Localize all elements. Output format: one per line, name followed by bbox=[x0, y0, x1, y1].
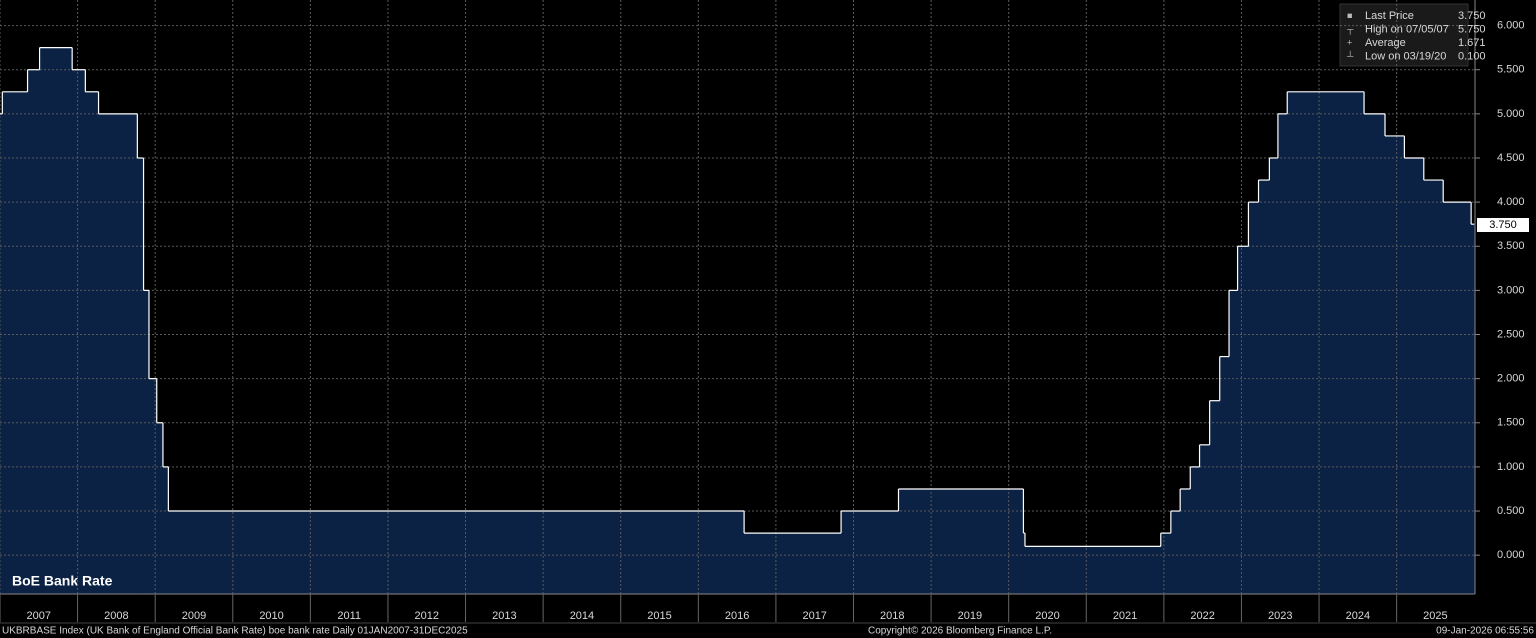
area-step bbox=[156, 422, 164, 594]
area-step bbox=[143, 290, 150, 594]
area-step bbox=[1287, 91, 1365, 594]
area-step bbox=[1023, 533, 1026, 594]
x-tick-label: 2015 bbox=[647, 610, 671, 622]
area-step bbox=[1269, 157, 1279, 595]
last-price-label: 3.750 bbox=[1489, 219, 1517, 231]
legend-value: 0.100 bbox=[1458, 50, 1486, 62]
area-step bbox=[137, 157, 145, 595]
area-step bbox=[1404, 157, 1425, 595]
y-tick-label: 6.000 bbox=[1497, 20, 1525, 32]
chart-title: BoE Bank Rate bbox=[12, 573, 113, 589]
area-step bbox=[1190, 466, 1201, 594]
area-step bbox=[1199, 444, 1211, 594]
legend-symbol: ┴ bbox=[1346, 50, 1354, 61]
x-tick-label: 2025 bbox=[1423, 610, 1447, 622]
legend-box bbox=[1339, 3, 1469, 67]
area-step bbox=[148, 378, 158, 594]
plot-area bbox=[0, 47, 1475, 595]
area-step bbox=[1248, 202, 1260, 594]
y-tick-label: 2.500 bbox=[1497, 328, 1525, 340]
x-tick-label: 2023 bbox=[1268, 610, 1292, 622]
y-tick-label: 0.500 bbox=[1497, 505, 1525, 517]
x-tick-label: 2016 bbox=[725, 610, 749, 622]
x-tick-label: 2008 bbox=[104, 610, 128, 622]
area-step bbox=[1471, 224, 1475, 594]
area-step bbox=[1180, 488, 1191, 594]
legend-symbol: ■ bbox=[1347, 10, 1352, 20]
area-step bbox=[1443, 202, 1472, 594]
area-step bbox=[39, 47, 73, 595]
footer-timestamp: 09-Jan-2026 06:55:56 bbox=[1436, 626, 1534, 637]
x-tick-label: 2007 bbox=[27, 610, 51, 622]
x-tick-label: 2011 bbox=[337, 610, 361, 622]
area-step bbox=[1024, 546, 1162, 594]
last-price-tag bbox=[1477, 218, 1529, 232]
x-tick-label: 2010 bbox=[259, 610, 283, 622]
area-step bbox=[98, 113, 138, 594]
legend-value: 3.750 bbox=[1458, 10, 1486, 22]
area-step bbox=[1237, 246, 1250, 594]
footer-copyright: Copyright© 2026 Bloomberg Finance L.P. bbox=[868, 626, 1052, 637]
legend-label: Last Price bbox=[1365, 10, 1414, 22]
area-step bbox=[72, 69, 86, 594]
area-step bbox=[1277, 113, 1288, 594]
x-tick-label: 2022 bbox=[1190, 610, 1214, 622]
area-step bbox=[168, 511, 745, 594]
y-tick-label: 1.500 bbox=[1497, 417, 1525, 429]
legend-symbol: ┬ bbox=[1346, 24, 1354, 35]
y-tick-label: 4.000 bbox=[1497, 196, 1525, 208]
legend-label: Average bbox=[1365, 37, 1406, 49]
area-step bbox=[898, 488, 1025, 594]
y-tick-label: 5.500 bbox=[1497, 64, 1525, 76]
legend-value: 1.671 bbox=[1458, 37, 1486, 49]
x-tick-label: 2020 bbox=[1035, 610, 1059, 622]
y-tick-label: 3.000 bbox=[1497, 284, 1525, 296]
legend-value: 5.750 bbox=[1458, 23, 1486, 35]
y-tick-label: 2.000 bbox=[1497, 373, 1525, 385]
y-tick-label: 3.500 bbox=[1497, 240, 1525, 252]
area-step bbox=[1258, 180, 1270, 594]
x-tick-label: 2012 bbox=[415, 610, 439, 622]
legend-symbol: + bbox=[1347, 37, 1352, 47]
x-tick-label: 2021 bbox=[1113, 610, 1137, 622]
y-tick-label: 1.000 bbox=[1497, 461, 1525, 473]
area-step bbox=[0, 113, 3, 594]
area-step bbox=[2, 91, 29, 594]
x-tick-label: 2009 bbox=[182, 610, 206, 622]
area-step bbox=[1364, 113, 1386, 594]
area-step bbox=[744, 533, 842, 594]
area-step bbox=[1219, 356, 1230, 594]
area-step bbox=[85, 91, 100, 594]
area-step bbox=[1384, 135, 1405, 594]
area-step bbox=[1229, 290, 1239, 594]
area-step bbox=[1423, 180, 1444, 594]
y-tick-label: 5.000 bbox=[1497, 108, 1525, 120]
y-tick-label: 0.000 bbox=[1497, 549, 1525, 561]
area-step bbox=[162, 466, 169, 594]
footer-source: UKBRBASE Index (UK Bank of England Offic… bbox=[2, 626, 468, 637]
legend-label: High on 07/05/07 bbox=[1365, 23, 1449, 35]
legend-label: Low on 03/19/20 bbox=[1365, 50, 1446, 62]
x-tick-label: 2014 bbox=[570, 610, 594, 622]
x-tick-label: 2024 bbox=[1346, 610, 1370, 622]
x-tick-label: 2019 bbox=[958, 610, 982, 622]
area-step bbox=[1160, 533, 1172, 594]
area-step bbox=[1209, 400, 1221, 594]
x-tick-label: 2013 bbox=[492, 610, 516, 622]
area-step bbox=[27, 69, 41, 594]
area-step bbox=[841, 511, 900, 594]
x-tick-label: 2017 bbox=[802, 610, 826, 622]
area-step bbox=[1170, 511, 1181, 594]
x-tick-label: 2018 bbox=[880, 610, 904, 622]
y-tick-label: 4.500 bbox=[1497, 152, 1525, 164]
